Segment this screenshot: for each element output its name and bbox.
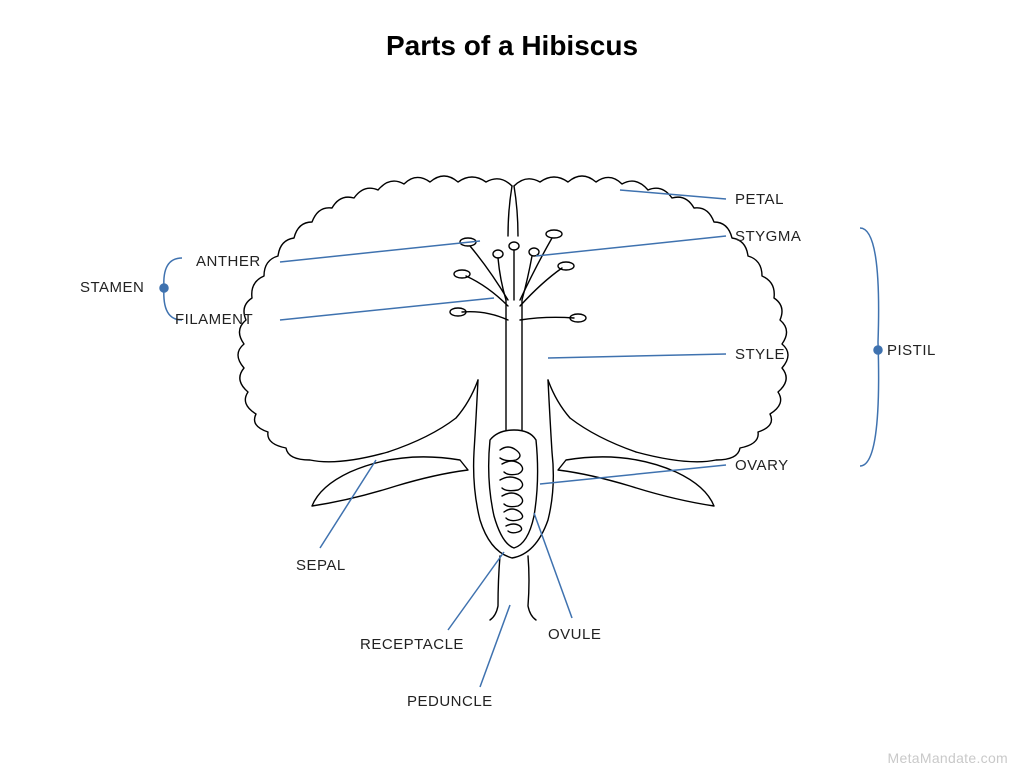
label-petal: PETAL bbox=[735, 191, 784, 208]
sepal-left bbox=[312, 457, 468, 506]
label-receptacle: RECEPTACLE bbox=[360, 636, 464, 653]
label-pistil: PISTIL bbox=[887, 342, 936, 359]
flower-outline bbox=[238, 176, 788, 620]
petal-right bbox=[514, 176, 788, 462]
stigma bbox=[493, 242, 539, 300]
petal-fold-left bbox=[388, 380, 478, 452]
petal-left bbox=[238, 176, 512, 462]
petal-center-split bbox=[508, 186, 518, 236]
sepal-right bbox=[558, 457, 714, 506]
lead-anther bbox=[280, 241, 480, 262]
lead-style bbox=[548, 354, 726, 358]
stamen-brace-dot bbox=[160, 284, 168, 292]
lead-receptacle bbox=[448, 552, 504, 630]
lead-ovule bbox=[534, 513, 572, 618]
lead-stygma bbox=[536, 236, 726, 256]
label-stygma: STYGMA bbox=[735, 228, 801, 245]
pistil-brace bbox=[860, 228, 882, 466]
label-peduncle: PEDUNCLE bbox=[407, 693, 493, 710]
pistil-brace-dot bbox=[874, 346, 882, 354]
label-filament: FILAMENT bbox=[175, 311, 253, 328]
label-stamen: STAMEN bbox=[80, 279, 144, 296]
lead-ovary bbox=[540, 465, 726, 484]
lead-lines bbox=[280, 190, 726, 687]
label-style: STYLE bbox=[735, 346, 785, 363]
ovules bbox=[500, 447, 523, 533]
diagram-canvas bbox=[0, 0, 1024, 780]
label-ovule: OVULE bbox=[548, 626, 601, 643]
label-anther: ANTHER bbox=[196, 253, 261, 270]
peduncle bbox=[490, 556, 536, 620]
lead-peduncle bbox=[480, 605, 510, 687]
watermark: MetaMandate.com bbox=[888, 750, 1008, 766]
label-ovary: OVARY bbox=[735, 457, 789, 474]
petal-fold-right bbox=[548, 380, 636, 452]
label-sepal: SEPAL bbox=[296, 557, 346, 574]
